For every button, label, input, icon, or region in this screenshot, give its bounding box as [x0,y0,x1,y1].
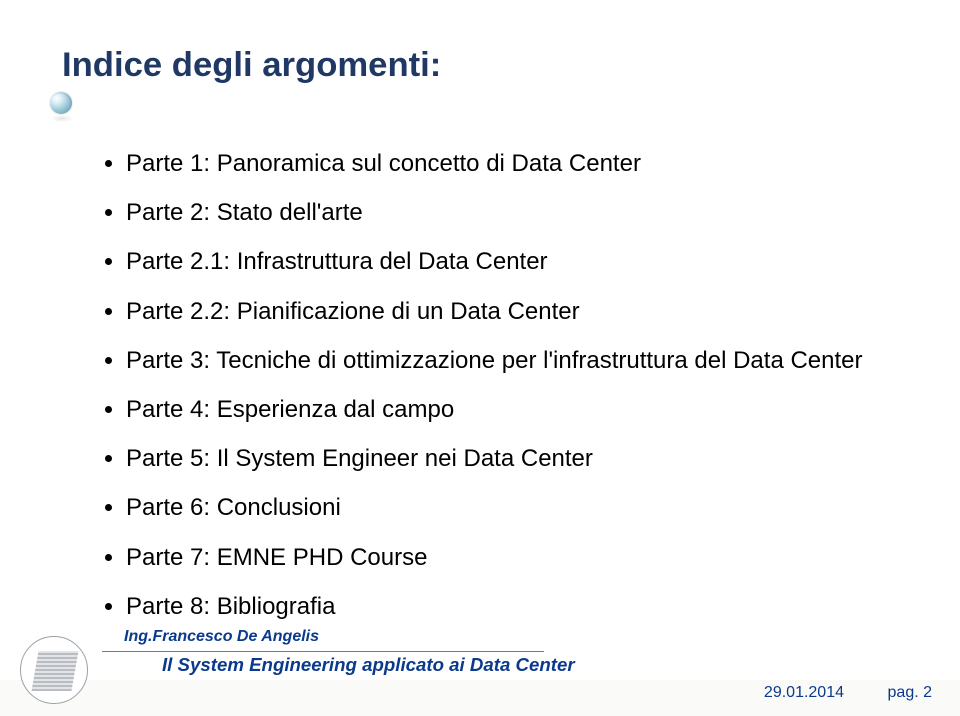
decorative-sphere-icon [50,92,72,114]
list-item: Parte 2.1: Infrastruttura del Data Cente… [126,246,900,277]
slide: Indice degli argomenti: Parte 1: Panoram… [0,0,960,716]
list-item: Parte 3: Tecniche di ottimizzazione per … [126,345,900,376]
list-item: Parte 6: Conclusioni [126,492,900,523]
list-item: Parte 2: Stato dell'arte [126,197,900,228]
footer: Ing.Francesco De Angelis Il System Engin… [0,618,960,716]
list-item: Parte 5: Il System Engineer nei Data Cen… [126,443,900,474]
footer-title: Il System Engineering applicato ai Data … [162,654,575,676]
list-item: Parte 7: EMNE PHD Course [126,542,900,573]
building-icon [20,636,88,704]
footer-page: pag. 2 [888,684,932,702]
slide-title: Indice degli argomenti: [62,46,441,85]
list-item: Parte 2.2: Pianificazione di un Data Cen… [126,296,900,327]
decorative-sphere-shadow [50,115,74,122]
footer-divider [102,651,544,652]
list-item: Parte 4: Esperienza dal campo [126,394,900,425]
footer-date: 29.01.2014 [764,684,844,702]
bullet-ul: Parte 1: Panoramica sul concetto di Data… [104,148,900,622]
footer-author: Ing.Francesco De Angelis [124,628,319,646]
bullet-list: Parte 1: Panoramica sul concetto di Data… [104,148,900,640]
list-item: Parte 1: Panoramica sul concetto di Data… [126,148,900,179]
